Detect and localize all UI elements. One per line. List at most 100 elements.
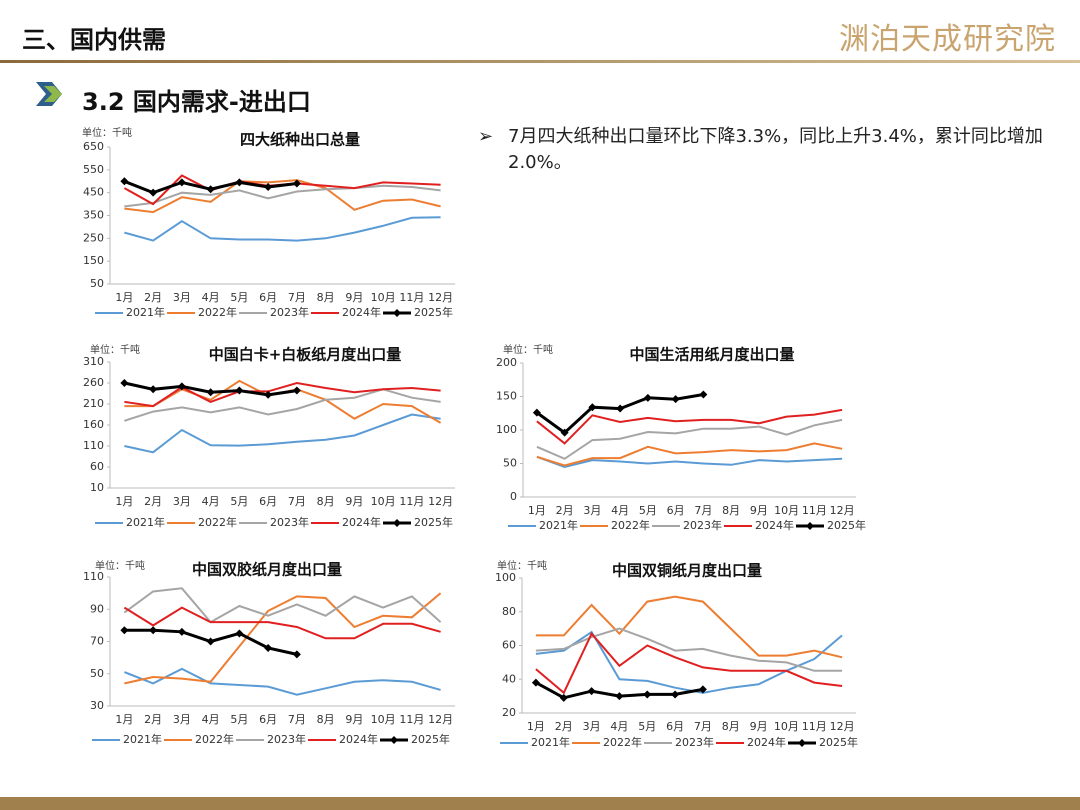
y-tick-label: 50 xyxy=(90,667,104,680)
unit-label: 单位：千吨 xyxy=(503,343,553,356)
series-line xyxy=(535,627,843,672)
x-tick-label: 3月 xyxy=(173,291,191,304)
x-tick-label: 8月 xyxy=(317,713,335,726)
point xyxy=(206,388,215,397)
x-tick-label: 9月 xyxy=(345,713,363,726)
point xyxy=(235,629,244,638)
x-tick-label: 1月 xyxy=(115,495,133,508)
section-arrow xyxy=(44,86,62,102)
chart-title: 四大纸种出口总量 xyxy=(240,131,360,149)
y-tick-label: 450 xyxy=(83,186,104,199)
point xyxy=(149,385,158,394)
point xyxy=(177,627,186,636)
y-tick-label: 210 xyxy=(83,397,104,410)
x-tick-label: 2月 xyxy=(144,291,162,304)
unit-label: 单位：千吨 xyxy=(497,559,547,572)
series-line xyxy=(124,592,442,685)
x-tick-label: 1月 xyxy=(527,720,545,733)
point xyxy=(671,690,680,699)
y-tick-label: 80 xyxy=(502,605,516,618)
y-tick-label: 110 xyxy=(83,439,104,452)
legend-label: 2021年 xyxy=(531,735,570,749)
x-tick-label: 5月 xyxy=(638,720,656,733)
x-tick-label: 4月 xyxy=(202,713,220,726)
series-line xyxy=(123,606,441,640)
y-tick-label: 200 xyxy=(496,356,517,369)
y-tick-label: 160 xyxy=(83,418,104,431)
x-tick-label: 10月 xyxy=(774,720,799,733)
y-tick-label: 40 xyxy=(502,672,516,685)
y-tick-label: 60 xyxy=(502,639,516,652)
x-tick-label: 9月 xyxy=(345,495,363,508)
legend-label: 2022年 xyxy=(198,305,237,319)
point xyxy=(120,626,129,635)
point xyxy=(532,408,541,417)
legend-label: 2021年 xyxy=(539,518,578,532)
x-tick-label: 6月 xyxy=(259,495,277,508)
series-line xyxy=(535,595,843,659)
x-tick-label: 8月 xyxy=(317,495,335,508)
point xyxy=(235,178,244,187)
x-tick-label: 2月 xyxy=(555,720,573,733)
x-tick-label: 8月 xyxy=(722,720,740,733)
series-line xyxy=(124,216,441,242)
x-tick-label: 9月 xyxy=(750,504,768,517)
x-tick-label: 10月 xyxy=(371,291,396,304)
x-tick-label: 11月 xyxy=(399,713,424,726)
x-tick-label: 12月 xyxy=(830,720,855,733)
x-tick-label: 5月 xyxy=(230,713,248,726)
x-tick-label: 5月 xyxy=(230,495,248,508)
unit-label: 单位：千吨 xyxy=(82,126,132,139)
point xyxy=(149,626,158,635)
legend-label: 2022年 xyxy=(603,735,642,749)
series-line xyxy=(124,388,441,422)
y-tick-label: 0 xyxy=(510,490,517,503)
point xyxy=(149,188,158,197)
y-tick-label: 10 xyxy=(90,481,104,494)
chart-title: 中国双铜纸月度出口量 xyxy=(612,562,762,580)
point xyxy=(531,678,540,687)
legend-marker xyxy=(393,519,401,527)
y-tick-label: 350 xyxy=(83,209,104,222)
y-tick-label: 150 xyxy=(496,390,517,403)
y-tick-label: 50 xyxy=(503,457,517,470)
point xyxy=(671,395,680,404)
point xyxy=(206,637,215,646)
point xyxy=(559,693,568,702)
legend-label: 2024年 xyxy=(342,515,381,529)
point xyxy=(177,382,186,391)
x-tick-label: 7月 xyxy=(694,504,712,517)
x-tick-label: 3月 xyxy=(583,504,601,517)
y-tick-label: 50 xyxy=(90,277,104,290)
y-tick-label: 60 xyxy=(90,460,104,473)
header-title: 三、国内供需 xyxy=(22,26,166,54)
legend-label: 2022年 xyxy=(198,515,237,529)
y-tick-label: 150 xyxy=(83,254,104,267)
series-line xyxy=(536,455,843,468)
point xyxy=(643,393,652,402)
legend-label: 2021年 xyxy=(123,732,162,746)
x-tick-label: 12月 xyxy=(428,495,453,508)
x-tick-label: 3月 xyxy=(173,713,191,726)
x-tick-label: 12月 xyxy=(830,504,855,517)
legend-label: 2023年 xyxy=(683,518,722,532)
point xyxy=(587,687,596,696)
point xyxy=(264,643,273,652)
legend-label: 2021年 xyxy=(126,305,165,319)
point xyxy=(643,690,652,699)
footer-bar xyxy=(0,797,1080,810)
point xyxy=(615,692,624,701)
x-tick-label: 3月 xyxy=(173,495,191,508)
legend-label: 2023年 xyxy=(270,305,309,319)
legend-marker xyxy=(806,522,814,530)
x-tick-label: 12月 xyxy=(428,713,453,726)
section-title: 3.2 国内需求-进出口 xyxy=(82,88,311,116)
x-tick-label: 9月 xyxy=(750,720,768,733)
x-tick-label: 9月 xyxy=(345,291,363,304)
point xyxy=(588,403,597,412)
y-tick-label: 20 xyxy=(502,706,516,719)
x-tick-label: 11月 xyxy=(399,495,424,508)
legend-label: 2024年 xyxy=(755,518,794,532)
